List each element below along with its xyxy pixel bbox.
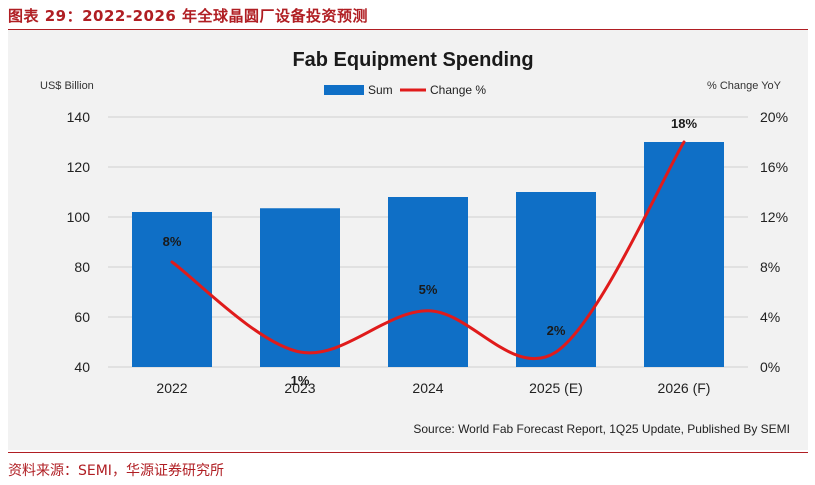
legend-swatch-sum [324,85,364,95]
source-divider [8,452,808,453]
x-tick-label: 2025 (E) [529,380,583,396]
change-data-label: 18% [671,116,697,131]
x-tick-label: 2022 [156,380,187,396]
bar-2025-E [516,192,596,367]
left-tick-label: 140 [67,109,91,125]
x-tick-label: 2023 [284,380,315,396]
legend-label-change: Change % [430,83,486,97]
left-tick-label: 120 [67,159,91,175]
right-tick-label: 0% [760,359,780,375]
right-axis-label: % Change YoY [707,80,782,92]
bar-2023 [260,208,340,367]
legend-label-sum: Sum [368,83,393,97]
change-data-label: 5% [419,282,438,297]
right-tick-label: 16% [760,159,788,175]
right-axis-ticks: 0% 4% 8% 12% 16% 20% [760,109,788,375]
left-axis-ticks: 40 60 80 100 120 140 [67,109,91,375]
change-data-label: 1% [291,373,310,388]
legend: Sum Change % [324,83,486,97]
x-tick-label: 2026 (F) [658,380,711,396]
left-axis-label: US$ Billion [40,80,94,92]
right-tick-label: 12% [760,209,788,225]
x-tick-label: 2024 [412,380,443,396]
change-line-series: 8% 1% 5% 2% 18% [163,116,698,388]
right-tick-label: 8% [760,259,780,275]
figure-title: 图表 29：2022-2026 年全球晶圆厂设备投资预测 [8,7,369,25]
bar-2026-F [644,142,724,367]
left-tick-label: 80 [74,259,90,275]
change-line [170,140,686,361]
change-data-label: 2% [547,323,566,338]
chart-frame: Fab Equipment Spending US$ Billion % Cha… [8,30,808,450]
fab-equipment-chart: Fab Equipment Spending US$ Billion % Cha… [8,30,808,450]
bar-2022 [132,212,212,367]
left-tick-label: 40 [74,359,90,375]
chart-title: Fab Equipment Spending [292,49,533,71]
right-tick-label: 20% [760,109,788,125]
title-divider [8,29,808,30]
bar-2024 [388,197,468,367]
left-tick-label: 60 [74,309,90,325]
x-axis-labels: 2022 2023 2024 2025 (E) 2026 (F) [156,380,710,396]
right-tick-label: 4% [760,309,780,325]
figure-source: 资料来源：SEMI，华源证券研究所 [8,463,224,479]
change-data-label: 8% [163,234,182,249]
left-tick-label: 100 [67,209,91,225]
chart-source-note: Source: World Fab Forecast Report, 1Q25 … [413,422,790,436]
